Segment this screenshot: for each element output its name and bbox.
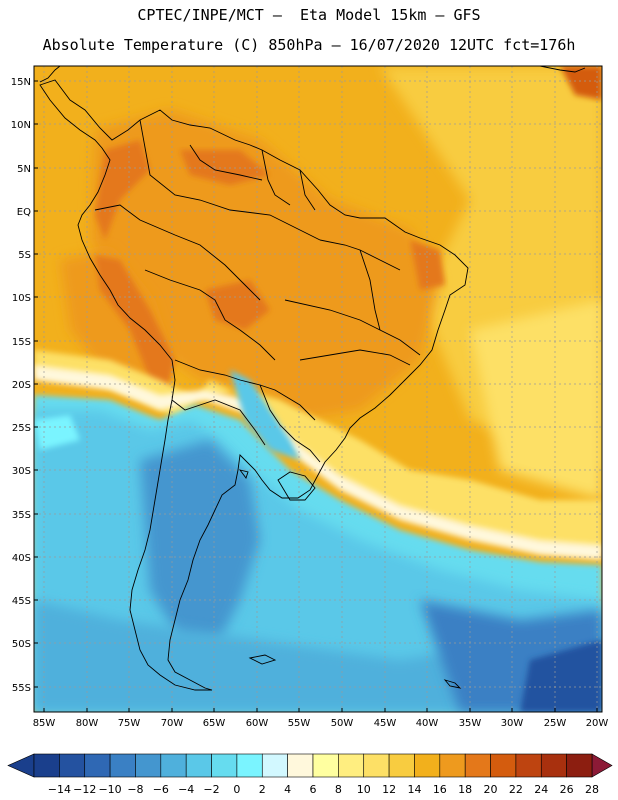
colorbar-label: 16	[433, 783, 447, 796]
colorbar-swatch	[566, 753, 593, 778]
colorbar-label: 0	[233, 783, 240, 796]
colorbar-swatch	[211, 753, 238, 778]
temperature-field	[34, 66, 602, 712]
colorbar-swatch	[363, 753, 390, 778]
colorbar-label: 8	[335, 783, 342, 796]
lon-label: 60W	[246, 718, 269, 729]
colorbar-swatch	[388, 753, 415, 778]
lon-label: 70W	[161, 718, 184, 729]
colorbar-label: 12	[382, 783, 396, 796]
colorbar-swatch	[84, 753, 111, 778]
map-frame	[33, 65, 603, 713]
lat-label: 10N	[11, 120, 31, 131]
colorbar-swatch	[312, 753, 339, 778]
lat-label: 25S	[12, 423, 31, 434]
lat-label: 15N	[11, 77, 31, 88]
lat-label: 20S	[12, 380, 31, 391]
map-title-line2: Absolute Temperature (C) 850hPa – 16/07/…	[42, 36, 576, 54]
colorbar-label: −4	[178, 783, 194, 796]
colorbar-label: 4	[284, 783, 291, 796]
latitude-labels: 15N 10N 5N EQ 5S 10S 15S 20S 25S 30S 35S…	[11, 77, 31, 694]
colorbar-label: −10	[98, 783, 121, 796]
lon-label: 25W	[544, 718, 567, 729]
lat-label: 5S	[18, 250, 31, 261]
coastlines	[39, 66, 586, 691]
colorbar-label: 18	[458, 783, 472, 796]
colorbar-label: −8	[127, 783, 143, 796]
colorbar-label: −12	[73, 783, 96, 796]
colorbar-swatch	[338, 753, 365, 778]
lat-label: EQ	[17, 207, 31, 218]
colorbar-swatch	[236, 753, 263, 778]
colorbar-label: 14	[407, 783, 421, 796]
colorbar-label: 10	[357, 783, 371, 796]
lat-label: 45S	[12, 596, 31, 607]
colorbar-label: 2	[259, 783, 266, 796]
colorbar-swatch	[261, 753, 288, 778]
colorbar-swatch	[160, 753, 187, 778]
lat-label: 35S	[12, 510, 31, 521]
lat-label: 5N	[17, 164, 31, 175]
colorbar-swatch	[135, 753, 162, 778]
lon-label: 75W	[118, 718, 141, 729]
colorbar-swatch	[287, 753, 314, 778]
colorbar-swatch	[109, 753, 136, 778]
colorbar-label: −2	[203, 783, 219, 796]
map-title-line1: CPTEC/INPE/MCT – Eta Model 15km – GFS	[137, 6, 481, 24]
colorbar-swatch	[464, 753, 491, 778]
colorbar-swatch	[33, 753, 60, 778]
lat-label: 50S	[12, 639, 31, 650]
lat-label: 55S	[12, 683, 31, 694]
lat-label: 40S	[12, 553, 31, 564]
colorbar-label: 26	[560, 783, 574, 796]
lon-label: 85W	[33, 718, 56, 729]
colorbar-swatch	[490, 753, 517, 778]
lon-label: 40W	[416, 718, 439, 729]
lat-label: 10S	[12, 293, 31, 304]
lon-label: 35W	[459, 718, 482, 729]
colorbar: −14 −12 −10 −8 −6 −4 −2 0 2 4 6 8 10 12 14 16 18 20 22 24 26…	[7, 753, 613, 796]
lon-label: 30W	[501, 718, 524, 729]
colorbar-under-triangle	[7, 753, 35, 778]
colorbar-label: −14	[48, 783, 71, 796]
lon-label: 45W	[374, 718, 397, 729]
colorbar-swatch	[439, 753, 466, 778]
lon-label: 50W	[331, 718, 354, 729]
colorbar-label: 28	[585, 783, 599, 796]
lat-label: 30S	[12, 466, 31, 477]
colorbar-swatch	[515, 753, 542, 778]
colorbar-label: 20	[484, 783, 498, 796]
colorbar-swatch	[414, 753, 441, 778]
colorbar-swatch	[59, 753, 86, 778]
colorbar-swatch	[540, 753, 567, 778]
lat-label: 15S	[12, 337, 31, 348]
colorbar-swatch	[185, 753, 212, 778]
colorbar-label: 24	[534, 783, 548, 796]
lon-label: 65W	[203, 718, 226, 729]
lon-label: 80W	[76, 718, 99, 729]
lon-label: 20W	[586, 718, 609, 729]
lon-label: 55W	[288, 718, 311, 729]
colorbar-label: 22	[509, 783, 523, 796]
colorbar-label: 6	[310, 783, 317, 796]
colorbar-label: −6	[153, 783, 169, 796]
colorbar-over-triangle	[591, 753, 613, 778]
axis-ticks	[34, 80, 598, 712]
longitude-labels: 85W 80W 75W 70W 65W 60W 55W 50W 45W 40W …	[33, 718, 609, 729]
